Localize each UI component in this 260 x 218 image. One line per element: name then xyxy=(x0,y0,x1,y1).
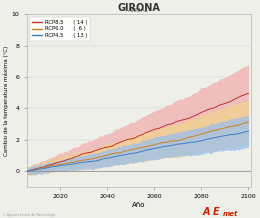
Text: met: met xyxy=(222,211,238,217)
Text: A: A xyxy=(203,207,210,217)
Text: © Agencia Estatal de Meteorología: © Agencia Estatal de Meteorología xyxy=(3,213,55,217)
Text: ANUAL: ANUAL xyxy=(128,8,150,13)
X-axis label: Año: Año xyxy=(132,202,146,208)
Y-axis label: Cambio de la temperatura máxima (°C): Cambio de la temperatura máxima (°C) xyxy=(3,45,9,155)
Title: GIRONA: GIRONA xyxy=(118,3,160,14)
Text: E: E xyxy=(213,207,220,217)
Legend: RCP8.5      ( 14 ), RCP6.0      (  6 ), RCP4.5      ( 13 ): RCP8.5 ( 14 ), RCP6.0 ( 6 ), RCP4.5 ( 13… xyxy=(30,17,90,41)
